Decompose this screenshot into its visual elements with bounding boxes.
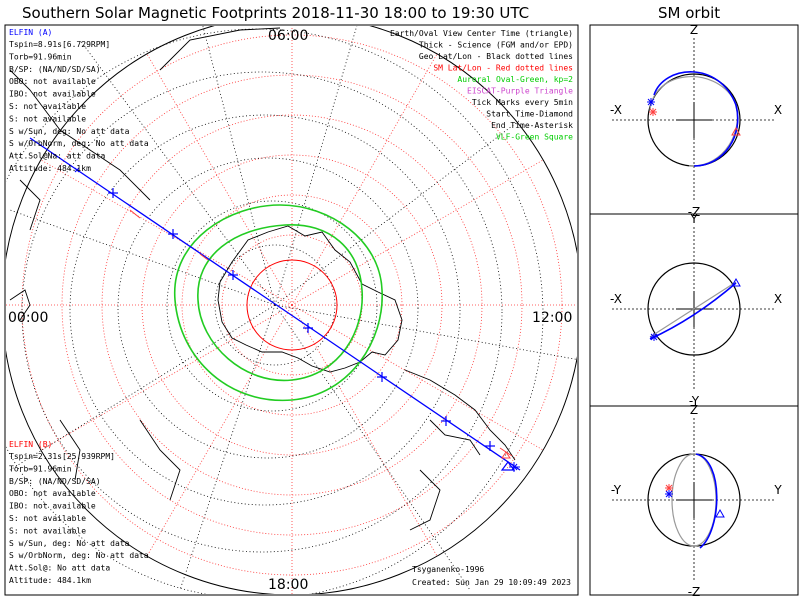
satellite-info-line: Tspin=8.91s[6.729RPM] <box>9 40 110 49</box>
satellite-info-line: B/SP: (NA/ND/SD/SA) <box>9 65 101 74</box>
orbit-track-a <box>653 71 739 167</box>
orbit-axis-label-left: -X <box>610 103 622 117</box>
satellite-info-line: OBO: not available <box>9 489 96 498</box>
end-time-asterisk <box>647 98 655 106</box>
end-time-asterisk <box>650 333 658 341</box>
lt-label-top: 06:00 <box>268 28 308 44</box>
legend-entry: Thick - Science (FGM and/or EPD) <box>419 41 573 50</box>
lt-label-left: 00:00 <box>8 310 48 326</box>
legend-entry: Tick Marks every 5min <box>472 98 573 107</box>
orbit-panel-1: Z -Z -X X <box>610 23 782 219</box>
orbit-axis-label-top: Z <box>690 23 698 37</box>
legend-entry: Earth/Oval View Center Time (triangle) <box>390 29 573 38</box>
legend: Earth/Oval View Center Time (triangle) Th… <box>390 29 573 142</box>
orbit-title: SM orbit <box>658 4 720 22</box>
lt-label-bottom: 18:00 <box>268 577 308 593</box>
legend-entry: SM Lat/Lon - Red dotted lines <box>433 64 573 73</box>
chart-title: Southern Solar Magnetic Footprints 2018-… <box>22 4 529 22</box>
orbit-axis-label-top: Z <box>690 403 698 417</box>
orbit-axis-label-top: Y <box>689 212 698 226</box>
polar-plot-frame <box>4 24 579 596</box>
satellite-info-line: IBO: not available <box>9 90 96 99</box>
satellite-info-line: Att.Sol@Na: att data <box>9 152 106 161</box>
view-center-triangle <box>715 508 725 518</box>
end-time-asterisk <box>649 108 657 116</box>
satellite-info-line: B/SP: (NA/ND/SD/SA) <box>9 477 101 486</box>
orbit-axis-label-left: -Y <box>611 483 622 497</box>
satellite-info-line: S w/OrbNorm, deg: No att data <box>9 551 149 560</box>
orbit-track-a <box>649 282 737 340</box>
satellite-info-line: S: not available <box>9 526 86 535</box>
pole-circle <box>246 259 338 351</box>
end-time-asterisk <box>665 484 673 492</box>
elfin-a-track <box>29 137 521 472</box>
satellite-info-line: S w/OrbNorm, deg: No att data <box>9 139 149 148</box>
satellite-info-line: Altitude: 484.1km <box>9 576 91 585</box>
legend-entry: Start Time-Diamond <box>486 110 573 119</box>
orbit-panels: Z -Z -X X Y -Y -X X Z -Z -Y Y <box>610 23 782 599</box>
satellite-info-line: Torb=91.96min <box>9 464 72 473</box>
orbit-axis-label-left: -X <box>610 292 622 306</box>
satellite-info-line: Att.Sol@: No att data <box>9 564 110 573</box>
orbit-axis-label-bottom: -Y <box>689 394 700 408</box>
earth-circle <box>647 262 741 356</box>
orbit-axis-label-bottom: -Z <box>688 585 701 599</box>
elfin-b-info: ELFIN (B) Tspin=2.31s[25.939RPM] Torb=91.9… <box>9 440 149 585</box>
orbit-panel-3: Z -Z -Y Y <box>611 403 782 599</box>
satellite-name: ELFIN (B) <box>9 440 52 449</box>
satellite-info-line: Tspin=2.31s[25.939RPM] <box>9 452 115 461</box>
orbit-panel-2: Y -Y -X X <box>610 212 782 408</box>
view-center-triangle <box>731 277 741 287</box>
satellite-info-line: S: not available <box>9 114 86 123</box>
auroral-oval <box>174 204 383 402</box>
elfin-a-info: ELFIN (A) Tspin=8.91s[6.729RPM] Torb=91.96… <box>9 28 149 173</box>
legend-entry: Geo Lat/Lon - Black dotted lines <box>419 52 573 61</box>
orbit-track-a <box>695 453 718 549</box>
legend-entry: Auroral Oval-Green, kp=2 <box>457 75 573 84</box>
created-label: Created: Sun Jan 29 10:09:49 2023 <box>412 578 571 587</box>
satellite-info-line: S w/Sun, deg: No att data <box>9 539 130 548</box>
legend-entry: EISCAT-Purple Triangle <box>467 87 573 96</box>
orbit-axis-label-bottom: -Z <box>688 205 701 219</box>
satellite-info-line: S: not available <box>9 102 86 111</box>
satellite-info-line: Altitude: 484.1km <box>9 164 91 173</box>
orbit-panel-frame-3 <box>589 405 799 596</box>
end-time-asterisk <box>665 490 673 498</box>
elfin-b-track <box>129 209 513 459</box>
polar-plot <box>6 26 577 594</box>
geo-meridians <box>9 26 577 591</box>
satellite-info-line: S w/Sun, deg: No att data <box>9 127 130 136</box>
satellite-info-line: IBO: not available <box>9 502 96 511</box>
sm-meridians <box>6 26 577 594</box>
orbit-track-b <box>649 281 737 338</box>
orbit-axis-label-right: Y <box>773 483 782 497</box>
legend-entry: VLF-Green Square <box>496 133 573 142</box>
orbit-axis-label-right: X <box>774 103 782 117</box>
orbit-axis-label-right: X <box>774 292 782 306</box>
coastlines <box>9 27 516 531</box>
satellite-info-line: OBO: not available <box>9 77 96 86</box>
satellite-info-line: S: not available <box>9 514 86 523</box>
satellite-name: ELFIN (A) <box>9 28 52 37</box>
model-label: Tsyganenko-1996 <box>412 565 484 574</box>
view-center-triangle <box>731 126 741 136</box>
lt-label-right: 12:00 <box>532 310 572 326</box>
satellite-info-line: Torb=91.96min <box>9 52 72 61</box>
legend-entry: End Time-Asterisk <box>491 121 573 130</box>
